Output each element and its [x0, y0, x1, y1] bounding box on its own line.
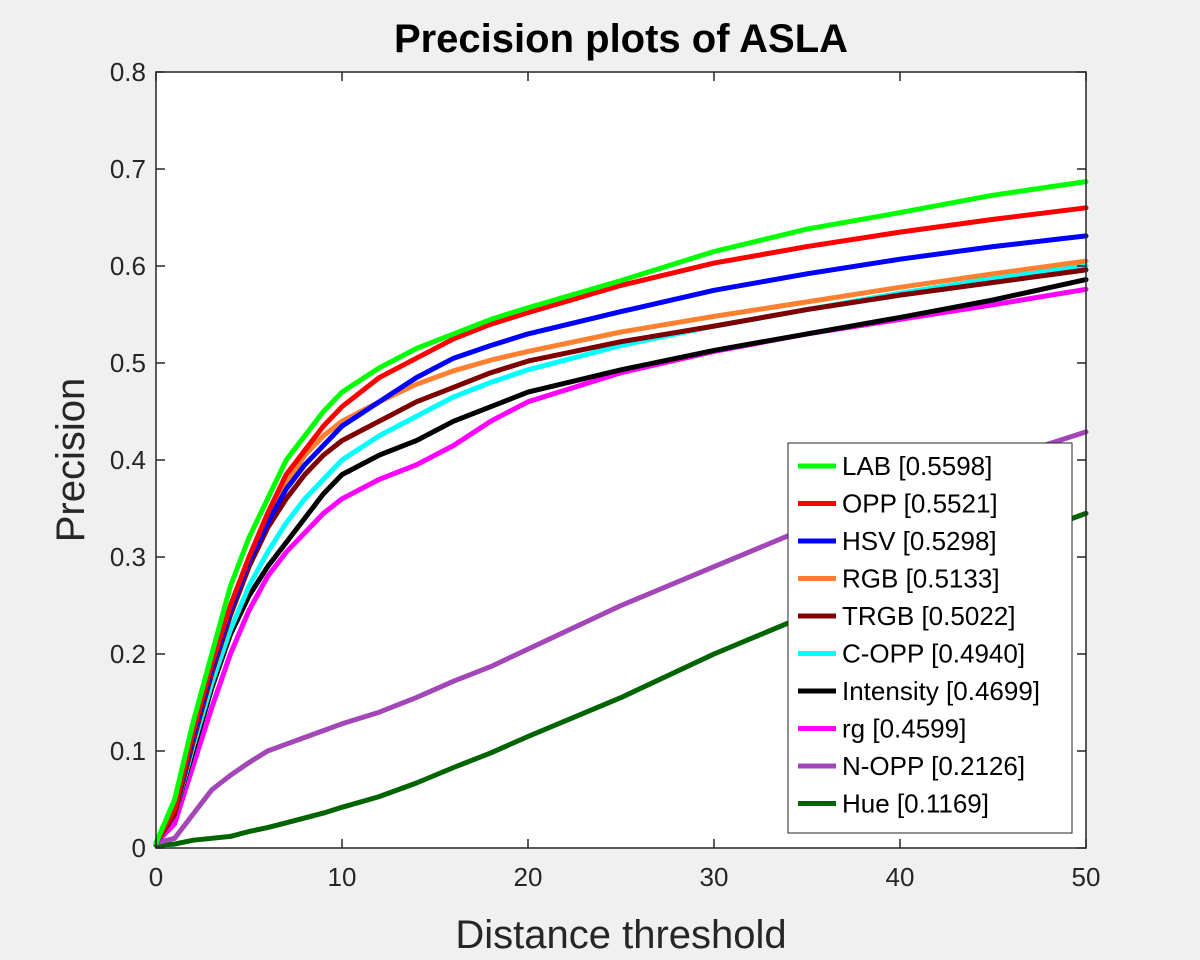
y-tick-label: 0 [132, 833, 146, 863]
y-tick-label: 0.3 [110, 542, 146, 572]
series-line [153, 429, 1089, 846]
x-tick-label: 0 [149, 862, 163, 892]
x-tick-label: 20 [514, 862, 543, 892]
y-tick-label: 0.2 [110, 639, 146, 669]
y-tick-label: 0.8 [110, 57, 146, 87]
y-tick-label: 0.5 [110, 348, 146, 378]
legend-label: RGB [0.5133] [842, 564, 1000, 594]
y-tick-label: 0.7 [110, 154, 146, 184]
x-tick-label: 10 [328, 862, 357, 892]
legend-label: LAB [0.5598] [842, 451, 992, 481]
y-tick-label: 0.1 [110, 736, 146, 766]
y-tick-label: 0.4 [110, 445, 146, 475]
legend-label: Hue [0.1169] [842, 789, 989, 819]
x-axis-title: Distance threshold [455, 913, 786, 957]
chart-title: Precision plots of ASLA [394, 17, 848, 61]
x-tick-label: 40 [886, 862, 915, 892]
x-tick-label: 30 [700, 862, 729, 892]
series-line [153, 510, 1089, 848]
series-layer [153, 179, 1089, 848]
series-line [153, 205, 1089, 846]
legend-label: OPP [0.5521] [842, 489, 998, 519]
legend-items: LAB [0.5598] OPP [0.5521] HSV [0.5298] RGB … [798, 451, 1040, 819]
legend-label: Intensity [0.4699] [842, 676, 1040, 706]
legend-label: N-OPP [0.2126] [842, 751, 1025, 781]
series-line [153, 179, 1089, 846]
legend: LAB [0.5598] OPP [0.5521] HSV [0.5298] RGB … [787, 442, 1073, 834]
y-tick-label: 0.6 [110, 251, 146, 281]
legend-label: TRGB [0.5022] [842, 601, 1015, 631]
y-axis-title: Precision [49, 378, 93, 543]
legend-label: HSV [0.5298] [842, 526, 997, 556]
legend-label: C-OPP [0.4940] [842, 639, 1025, 669]
tick-layer: 0 10 20 30 40 50 0 0.1 0.2 0.3 0.4 0.5 0.6 0.7 0.8 [110, 57, 1101, 892]
x-tick-label: 50 [1072, 862, 1101, 892]
legend-label: rg [0.4599] [842, 714, 966, 744]
